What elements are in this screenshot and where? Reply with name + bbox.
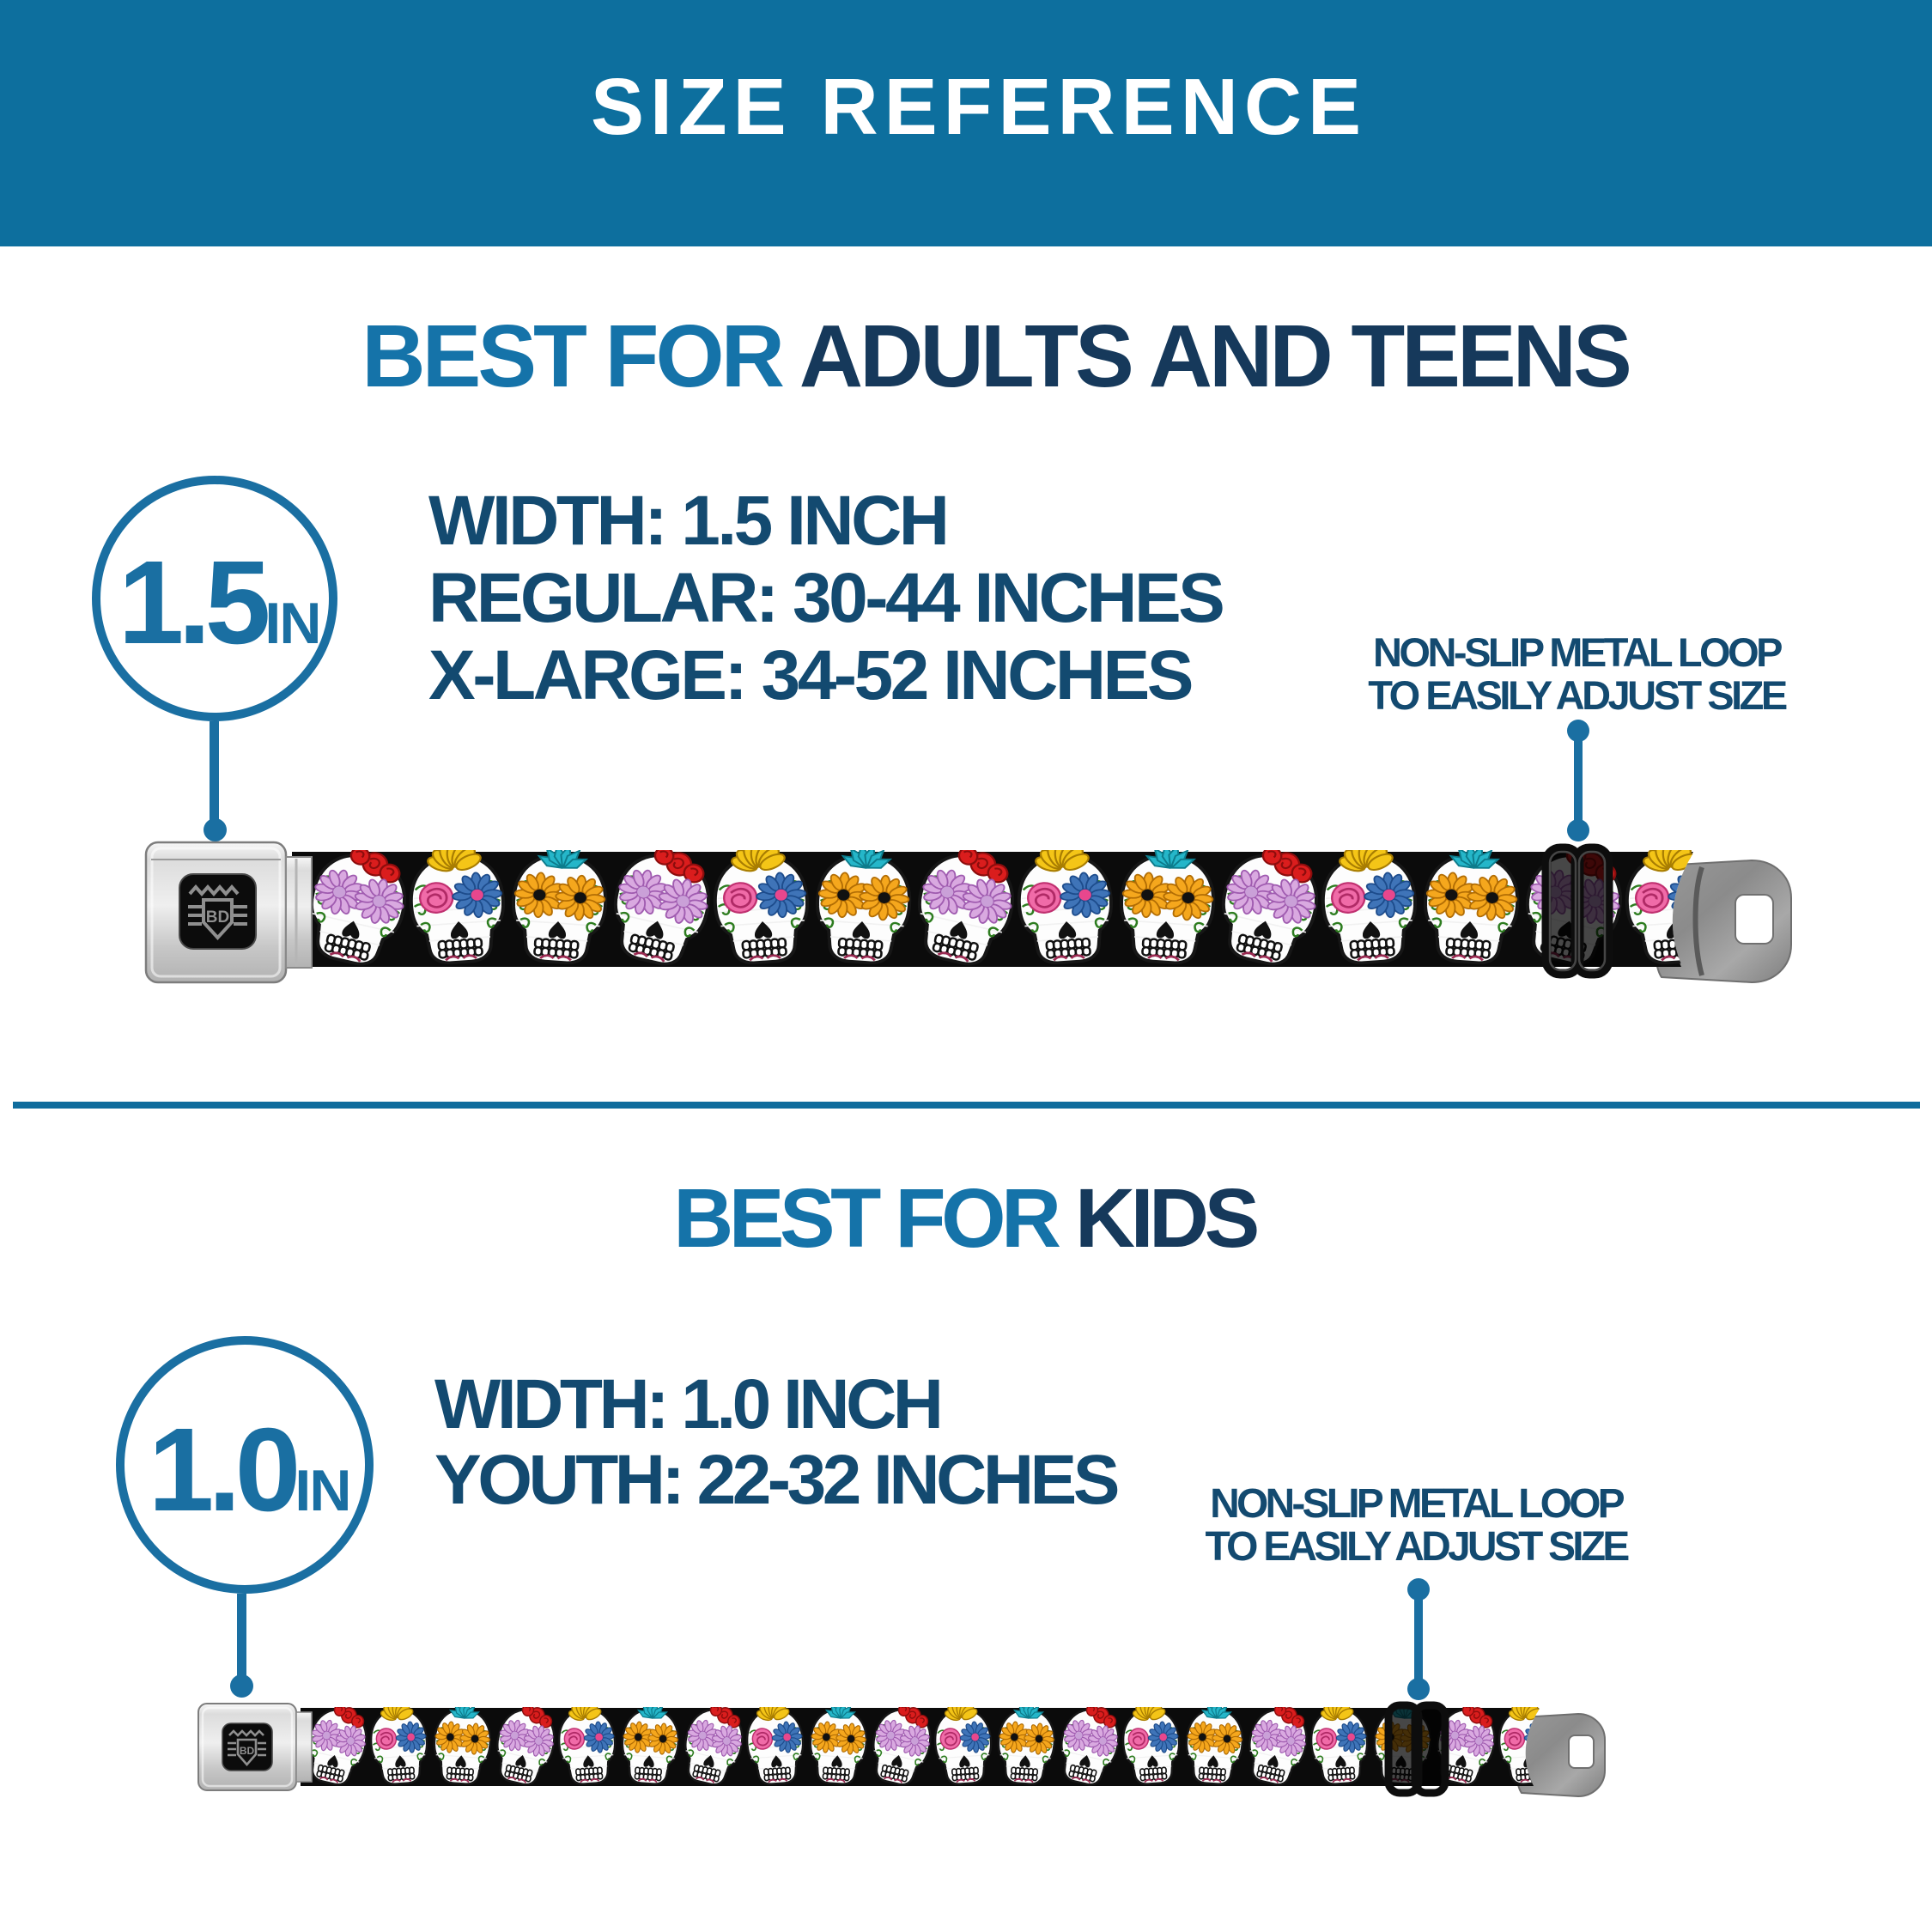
svg-text:BD: BD: [240, 1745, 255, 1757]
svg-text:BD: BD: [206, 908, 229, 927]
